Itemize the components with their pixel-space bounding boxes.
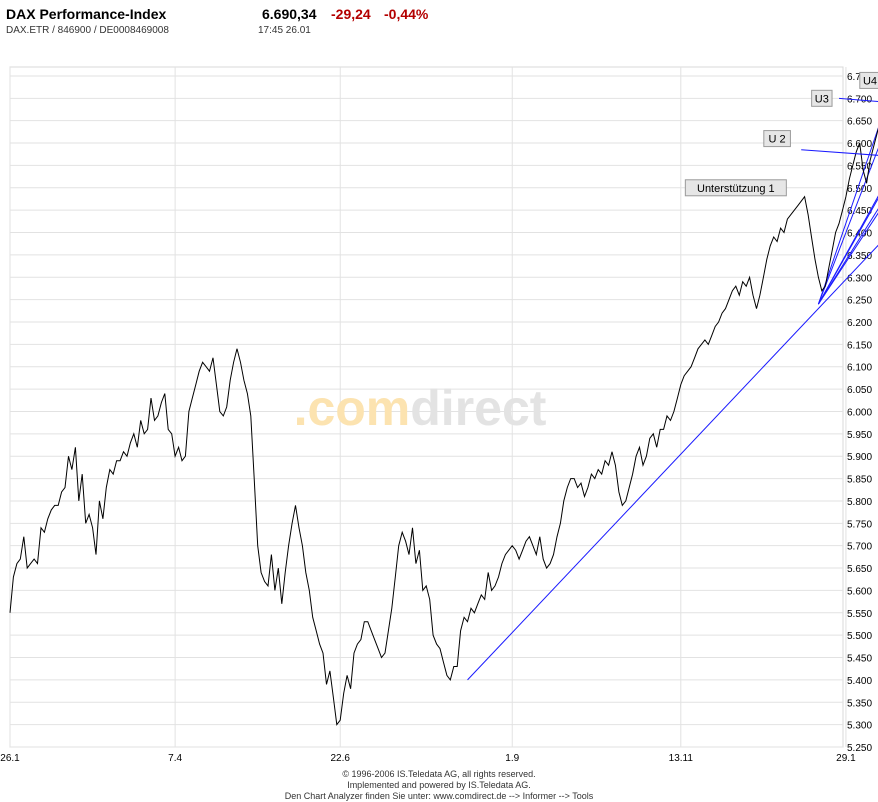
y-tick-label: 6.350 [847,251,872,262]
footer-tools-link[interactable]: Den Chart Analyzer finden Sie unter: www… [284,791,594,801]
trend-line [817,147,878,305]
y-tick-label: 6.000 [847,407,872,418]
annotations: Unterstützung 1 U 2 U3 U4 [684,71,878,197]
y-tick-label: 6.050 [847,385,872,396]
y-tick-label: 5.400 [847,676,872,687]
y-tick-label: 5.750 [847,519,872,530]
y-tick-label: 6.250 [847,296,872,307]
y-tick-label: 6.400 [847,229,872,240]
grid [9,67,847,748]
y-tick-label: 6.150 [847,340,872,351]
y-tick-label: 6.100 [847,363,872,374]
x-tick-label: 26.1 [0,753,20,764]
annotation-box [684,179,787,197]
x-tick-label: 22.6 [331,753,351,764]
annotation-box [811,89,833,107]
price-series-line [9,127,878,726]
y-tick-label: 5.250 [847,743,872,754]
y-tick-label: 6.550 [847,161,872,172]
footer-copyright: © 1996-2006 IS.Teledata AG, all rights r… [342,769,536,779]
y-tick-label: 5.550 [847,609,872,620]
y-tick-label: 6.650 [847,117,872,128]
price-change: -29,24 [331,6,371,22]
trend-line [467,244,878,681]
x-tick-label: 7.4 [168,753,182,764]
y-tick-label: 6.300 [847,273,872,284]
trend-lines [467,127,878,681]
annotation-box [859,71,878,89]
y-tick-label: 5.700 [847,542,872,553]
annotation-label: U 2 [769,134,786,146]
annotation-label: U3 [815,93,829,105]
y-tick-label: 5.900 [847,452,872,463]
y-tick-label: 5.850 [847,475,872,486]
y-tick-label: 5.300 [847,721,872,732]
annotation-arrow [801,149,878,156]
last-price: 6.690,34 [262,6,317,22]
price-change-percent: -0,44% [384,6,429,22]
chart-title: DAX Performance-Index [6,6,167,22]
trend-line [817,127,878,305]
y-tick-label: 5.650 [847,564,872,575]
annotation-arrow [838,97,878,102]
y-tick-label: 5.350 [847,698,872,709]
quote-time: 17:45 26.01 [258,25,311,36]
y-tick-label: 5.450 [847,654,872,665]
y-tick-label: 5.950 [847,430,872,441]
x-tick-label: 29.1 [836,753,856,764]
annotation-box [763,130,791,148]
y-tick-label: 5.500 [847,631,872,642]
y-tick-label: 5.800 [847,497,872,508]
trend-line [817,208,878,305]
comdirect-watermark: .comdirect [294,380,547,436]
instrument-identifiers: DAX.ETR / 846900 / DE0008469008 [6,25,169,36]
y-tick-label: 6.500 [847,184,872,195]
trend-line [817,212,878,305]
footer-powered: Implemented and powered by IS.Teledata A… [347,780,531,790]
trend-line [817,195,878,305]
y-tick-label: 6.450 [847,206,872,217]
x-tick-label: 1.9 [505,753,519,764]
annotation-label: U4 [863,75,877,87]
annotation-label: Unterstützung 1 [697,183,775,195]
x-tick-label: 13.11 [669,753,694,764]
y-tick-label: 5.600 [847,586,872,597]
y-tick-label: 6.200 [847,318,872,329]
x-axis: 26.1 7.4 22.6 1.9 13.11 29.1 [0,753,856,764]
